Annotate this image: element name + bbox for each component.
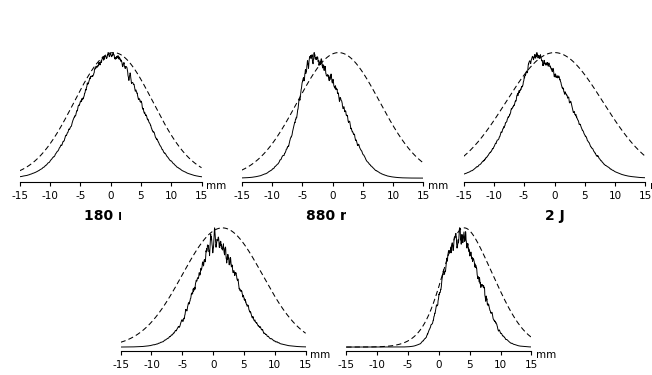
X-axis label: 180 mJ: 180 mJ (84, 209, 138, 223)
X-axis label: 880 mJ: 880 mJ (306, 209, 359, 223)
X-axis label: 2 J: 2 J (544, 209, 565, 223)
Text: mm: mm (535, 350, 556, 360)
Text: mm: mm (428, 181, 448, 191)
Text: mm: mm (310, 350, 330, 360)
Text: mm: mm (205, 181, 226, 191)
Text: mm: mm (649, 181, 652, 191)
